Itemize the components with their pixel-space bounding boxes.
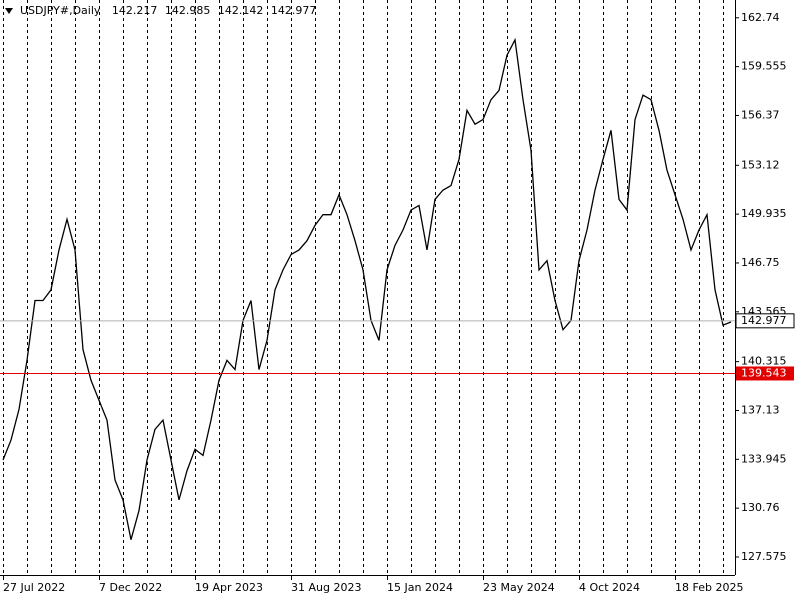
y-tick-label: 140.315 (741, 355, 787, 368)
y-tick-label: 159.555 (741, 60, 787, 73)
x-tick-label: 31 Aug 2023 (291, 581, 361, 594)
level-label: 139.543 (741, 366, 787, 379)
high: 142.985 (165, 4, 211, 17)
plot (0, 37, 735, 540)
current-price-box (735, 313, 795, 329)
x-tick-label: 4 Oct 2024 (579, 581, 640, 594)
open: 142.217 (112, 4, 158, 17)
y-tick-label: 162.74 (741, 11, 780, 24)
x-tick-label: 15 Jan 2024 (387, 581, 453, 594)
close: 142.977 (271, 4, 317, 17)
axes: 27 Jul 2022 7 Dec 2022 19 Apr 2023 31 Aug 2… (3, 11, 795, 594)
y-tick-label: 149.935 (741, 207, 787, 220)
y-tick-label: 153.12 (741, 158, 780, 171)
low: 142.142 (218, 4, 264, 17)
header: USDJPY#,Daily 142.217 142.985 142.142 14… (20, 4, 316, 17)
y-tick-label: 130.76 (741, 501, 780, 514)
menu-arrow[interactable] (5, 8, 13, 14)
current-price-label: 142.977 (741, 314, 787, 327)
price-line (2, 37, 732, 540)
symbol: USDJPY#,Daily (20, 4, 101, 17)
x-tick-label: 23 May 2024 (483, 581, 555, 594)
y-tick-label: 137.13 (741, 403, 780, 416)
y-tick-label: 146.75 (741, 256, 780, 269)
x-tick-label: 19 Apr 2023 (195, 581, 263, 594)
x-tick-label: 7 Dec 2022 (99, 581, 162, 594)
y-tick-label: 156.37 (741, 108, 780, 121)
y-tick-label: 127.575 (741, 550, 787, 563)
level-box (736, 366, 794, 381)
y-tick-label: 133.945 (741, 452, 787, 465)
x-tick-label: 18 Feb 2025 (675, 581, 743, 594)
x-tick-label: 27 Jul 2022 (3, 581, 65, 594)
